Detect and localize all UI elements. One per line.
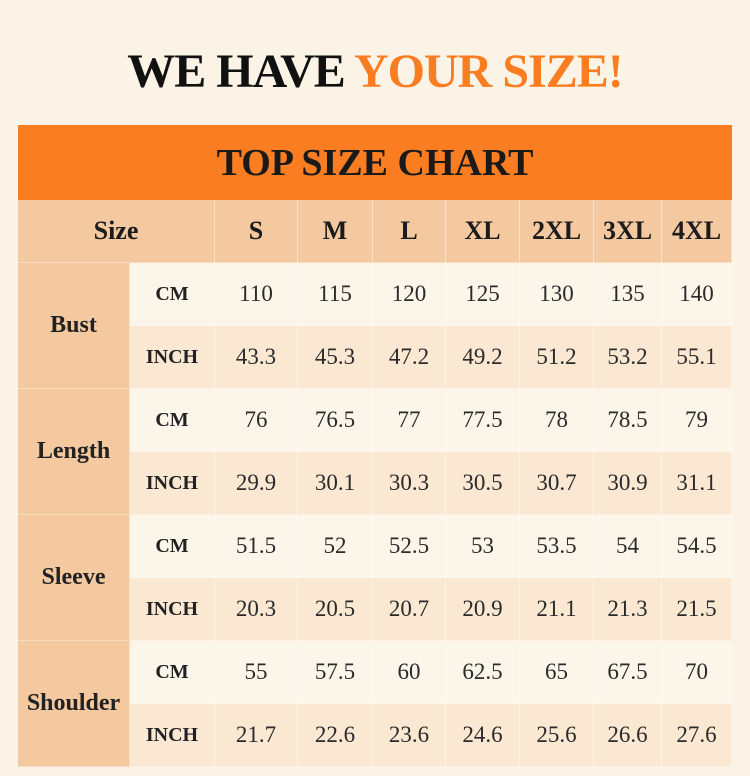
value-cell: 20.7 <box>373 578 446 641</box>
value-cell: 31.1 <box>662 452 732 515</box>
value-cell: 21.5 <box>662 578 732 641</box>
value-cell: 25.6 <box>520 704 594 767</box>
value-cell: 52.5 <box>373 515 446 578</box>
size-column-header: S <box>215 200 298 263</box>
headline: WE HAVE YOUR SIZE! <box>0 44 750 99</box>
size-column-header: M <box>298 200 373 263</box>
value-cell: 20.9 <box>446 578 520 641</box>
value-cell: 27.6 <box>662 704 732 767</box>
value-cell: 65 <box>520 641 594 704</box>
value-cell: 43.3 <box>215 326 298 389</box>
unit-label: INCH <box>130 452 215 515</box>
value-cell: 30.1 <box>298 452 373 515</box>
value-cell: 26.6 <box>594 704 662 767</box>
measurement-label: Length <box>18 389 130 515</box>
value-cell: 55 <box>215 641 298 704</box>
value-cell: 52 <box>298 515 373 578</box>
value-cell: 22.6 <box>298 704 373 767</box>
unit-label: INCH <box>130 704 215 767</box>
size-grid: Size S M L XL 2XL 3XL 4XL Bust CM 110 115 120 125 130… <box>18 200 732 767</box>
value-cell: 53 <box>446 515 520 578</box>
measurement-label: Shoulder <box>18 641 130 767</box>
value-cell: 120 <box>373 263 446 326</box>
value-cell: 55.1 <box>662 326 732 389</box>
value-cell: 70 <box>662 641 732 704</box>
value-cell: 62.5 <box>446 641 520 704</box>
value-cell: 54 <box>594 515 662 578</box>
value-cell: 30.7 <box>520 452 594 515</box>
headline-accent: YOUR SIZE! <box>354 45 624 98</box>
value-cell: 53.5 <box>520 515 594 578</box>
measurement-label: Sleeve <box>18 515 130 641</box>
unit-label: INCH <box>130 578 215 641</box>
value-cell: 77.5 <box>446 389 520 452</box>
unit-label: CM <box>130 389 215 452</box>
value-cell: 47.2 <box>373 326 446 389</box>
value-cell: 49.2 <box>446 326 520 389</box>
measurement-label: Bust <box>18 263 130 389</box>
size-column-header: 2XL <box>520 200 594 263</box>
unit-label: CM <box>130 515 215 578</box>
headline-part1: WE HAVE <box>127 45 354 98</box>
size-column-header: 3XL <box>594 200 662 263</box>
value-cell: 67.5 <box>594 641 662 704</box>
value-cell: 78.5 <box>594 389 662 452</box>
value-cell: 51.5 <box>215 515 298 578</box>
value-cell: 60 <box>373 641 446 704</box>
value-cell: 76 <box>215 389 298 452</box>
value-cell: 110 <box>215 263 298 326</box>
value-cell: 54.5 <box>662 515 732 578</box>
value-cell: 21.3 <box>594 578 662 641</box>
value-cell: 29.9 <box>215 452 298 515</box>
value-cell: 51.2 <box>520 326 594 389</box>
size-column-header: 4XL <box>662 200 732 263</box>
unit-label: CM <box>130 263 215 326</box>
value-cell: 23.6 <box>373 704 446 767</box>
value-cell: 135 <box>594 263 662 326</box>
unit-label: CM <box>130 641 215 704</box>
value-cell: 30.3 <box>373 452 446 515</box>
value-cell: 20.5 <box>298 578 373 641</box>
value-cell: 140 <box>662 263 732 326</box>
size-column-header: XL <box>446 200 520 263</box>
value-cell: 21.1 <box>520 578 594 641</box>
size-column-header: L <box>373 200 446 263</box>
value-cell: 30.5 <box>446 452 520 515</box>
value-cell: 45.3 <box>298 326 373 389</box>
value-cell: 53.2 <box>594 326 662 389</box>
value-cell: 24.6 <box>446 704 520 767</box>
value-cell: 21.7 <box>215 704 298 767</box>
value-cell: 77 <box>373 389 446 452</box>
value-cell: 79 <box>662 389 732 452</box>
size-header: Size <box>18 200 215 263</box>
value-cell: 125 <box>446 263 520 326</box>
size-chart-table: TOP SIZE CHART Size S M L XL 2XL 3XL 4XL Bust CM… <box>18 125 732 767</box>
value-cell: 57.5 <box>298 641 373 704</box>
unit-label: INCH <box>130 326 215 389</box>
value-cell: 78 <box>520 389 594 452</box>
value-cell: 130 <box>520 263 594 326</box>
value-cell: 30.9 <box>594 452 662 515</box>
table-title: TOP SIZE CHART <box>18 125 732 200</box>
value-cell: 20.3 <box>215 578 298 641</box>
value-cell: 76.5 <box>298 389 373 452</box>
value-cell: 115 <box>298 263 373 326</box>
